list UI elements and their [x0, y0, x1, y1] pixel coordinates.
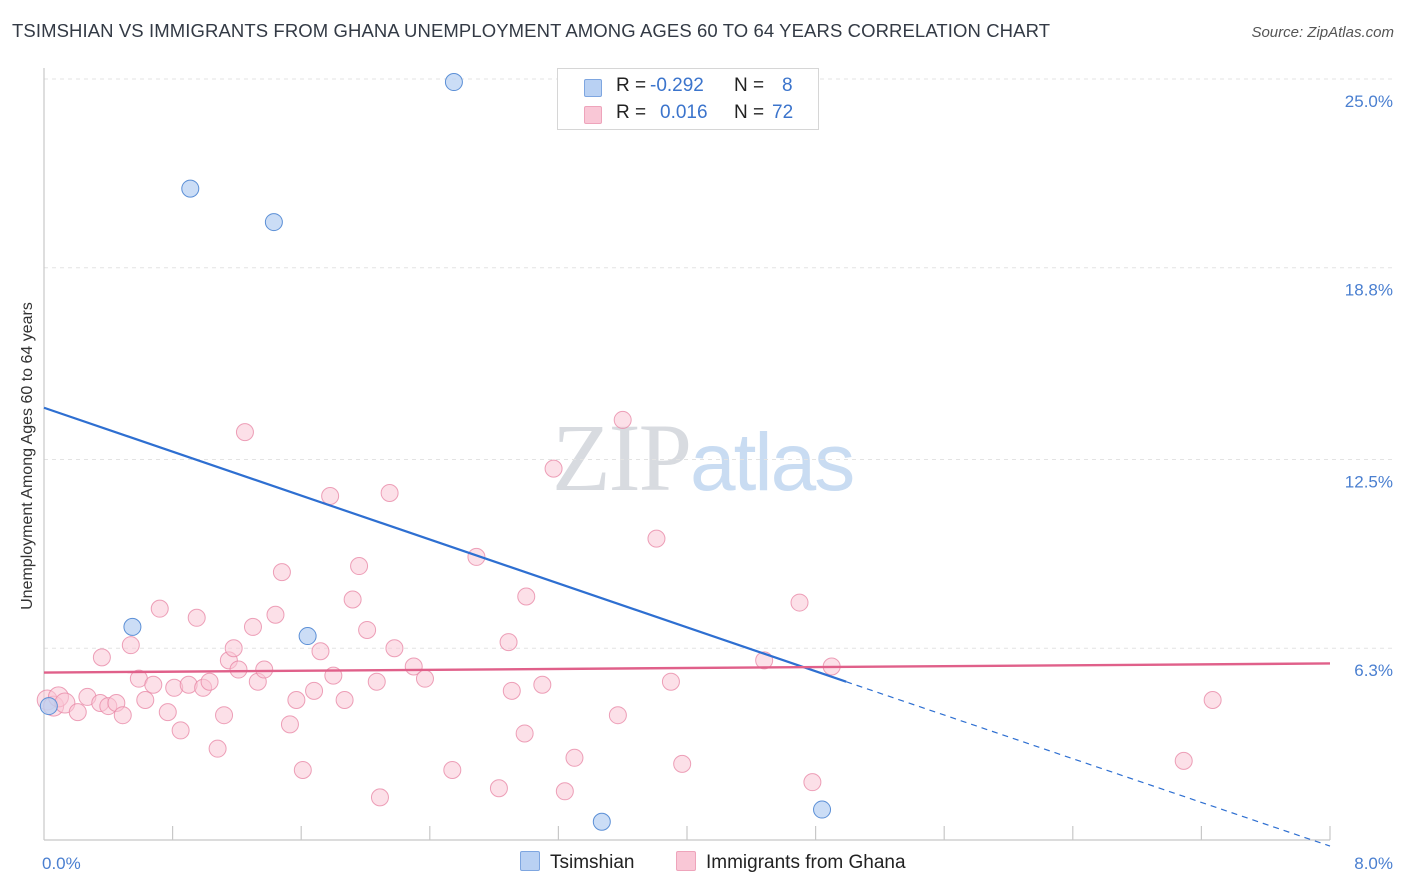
tsimshian-point — [298, 627, 317, 646]
legend-r-key: R = — [616, 102, 647, 123]
source-credit: Source: ZipAtlas.com — [1251, 24, 1394, 41]
ghana-point — [647, 529, 666, 548]
tsimshian-point — [444, 73, 463, 92]
ghana-point — [350, 557, 369, 576]
legend-r-value: -0.292 — [650, 75, 704, 96]
stats-legend: R = -0.292 N = 8 R = 0.016 N = 72 — [557, 68, 819, 130]
ghana-point — [673, 754, 692, 773]
ghana-point — [158, 703, 177, 722]
ghana-point — [790, 593, 809, 612]
ghana-point — [305, 681, 324, 700]
ghana-point — [544, 459, 563, 478]
tsimshian-point — [264, 213, 283, 232]
ghana-trend-line — [43, 662, 1331, 674]
tsimshian-trend-extension — [845, 681, 1331, 847]
ghana-point — [215, 706, 234, 725]
ghana-point — [467, 547, 486, 566]
bottom-legend-label-tsimshian: Tsimshian — [550, 852, 635, 873]
ghana-point — [380, 483, 399, 502]
ghana-point — [229, 660, 248, 679]
ghana-point — [266, 605, 285, 624]
tsimshian-points — [39, 73, 832, 831]
ghana-point — [293, 760, 312, 779]
watermark-atlas: atlas — [690, 417, 855, 508]
ghana-point — [1174, 751, 1193, 770]
bottom-legend-label-ghana: Immigrants from Ghana — [706, 852, 906, 873]
ghana-point — [517, 587, 536, 606]
y-tick-label: 12.5% — [1345, 473, 1393, 492]
ghana-point — [136, 690, 155, 709]
ghana-point — [415, 669, 434, 688]
ghana-point — [208, 739, 227, 758]
ghana-point — [489, 779, 508, 798]
x-tick-label: 8.0% — [1354, 854, 1393, 873]
bottom-legend-tsimshian: Tsimshian — [520, 851, 634, 874]
ghana-point — [358, 620, 377, 639]
ghana-point — [287, 690, 306, 709]
ghana-point — [272, 563, 291, 582]
ghana-point — [171, 721, 190, 740]
ghana-point — [661, 672, 680, 691]
ghana-point — [335, 690, 354, 709]
ghana-point — [803, 773, 822, 792]
ghana-point — [555, 782, 574, 801]
ghana-point — [144, 675, 163, 694]
ghana-point — [321, 487, 340, 506]
x-tick-label: 0.0% — [42, 854, 81, 873]
ghana-point — [187, 608, 206, 627]
tsimshian-point — [181, 179, 200, 198]
ghana-point — [565, 748, 584, 767]
ghana-point — [443, 760, 462, 779]
chart-title: TSIMSHIAN VS IMMIGRANTS FROM GHANA UNEMP… — [12, 20, 1051, 41]
ghana-point — [113, 706, 132, 725]
ghana-point — [121, 636, 140, 655]
ghana-point — [515, 724, 534, 743]
ghana-point — [613, 410, 632, 429]
legend-n-value: 8 — [782, 75, 793, 96]
tsimshian-point — [123, 617, 142, 636]
tsimshian-point — [813, 800, 832, 819]
ghana-point — [235, 423, 254, 442]
ghana-point — [280, 715, 299, 734]
legend-n-key: N = — [734, 75, 765, 96]
gridlines — [44, 78, 1392, 649]
ghana-point — [200, 672, 219, 691]
ghana-point — [608, 706, 627, 725]
y-tick-label: 25.0% — [1345, 92, 1393, 111]
ghana-point — [1203, 690, 1222, 709]
ghana-point — [499, 633, 518, 652]
legend-r-value: 0.016 — [660, 102, 708, 123]
trend-lines — [43, 406, 1331, 847]
ghana-point — [255, 660, 274, 679]
legend-swatch-tsimshian — [584, 79, 602, 97]
y-tick-label: 18.8% — [1345, 281, 1393, 300]
bottom-legend-swatch-tsimshian — [520, 851, 540, 871]
ghana-point — [150, 599, 169, 618]
legend-r-key: R = — [616, 75, 647, 96]
bottom-legend-swatch-ghana — [676, 851, 696, 871]
tick-labels: 6.3% 12.5% 18.8% 25.0% 0.0% 8.0% — [42, 92, 1393, 873]
legend-n-key: N = — [734, 102, 765, 123]
tsimshian-point — [592, 812, 611, 831]
tsimshian-trend-line — [43, 406, 847, 683]
ghana-point — [243, 617, 262, 636]
ghana-point — [502, 681, 521, 700]
axes — [43, 68, 1331, 841]
tsimshian-point — [39, 697, 58, 716]
ghana-point — [343, 590, 362, 609]
ghana-point — [370, 788, 389, 807]
y-tick-label: 6.3% — [1354, 661, 1393, 680]
legend-n-value: 72 — [772, 102, 794, 123]
bottom-legend-ghana: Immigrants from Ghana — [676, 851, 906, 874]
ghana-point — [68, 703, 87, 722]
ghana-point — [533, 675, 552, 694]
ghana-point — [367, 672, 386, 691]
ghana-point — [224, 639, 243, 658]
legend-swatch-ghana — [584, 106, 602, 124]
ghana-point — [92, 648, 111, 667]
ghana-point — [311, 642, 330, 661]
ghana-point — [385, 639, 404, 658]
